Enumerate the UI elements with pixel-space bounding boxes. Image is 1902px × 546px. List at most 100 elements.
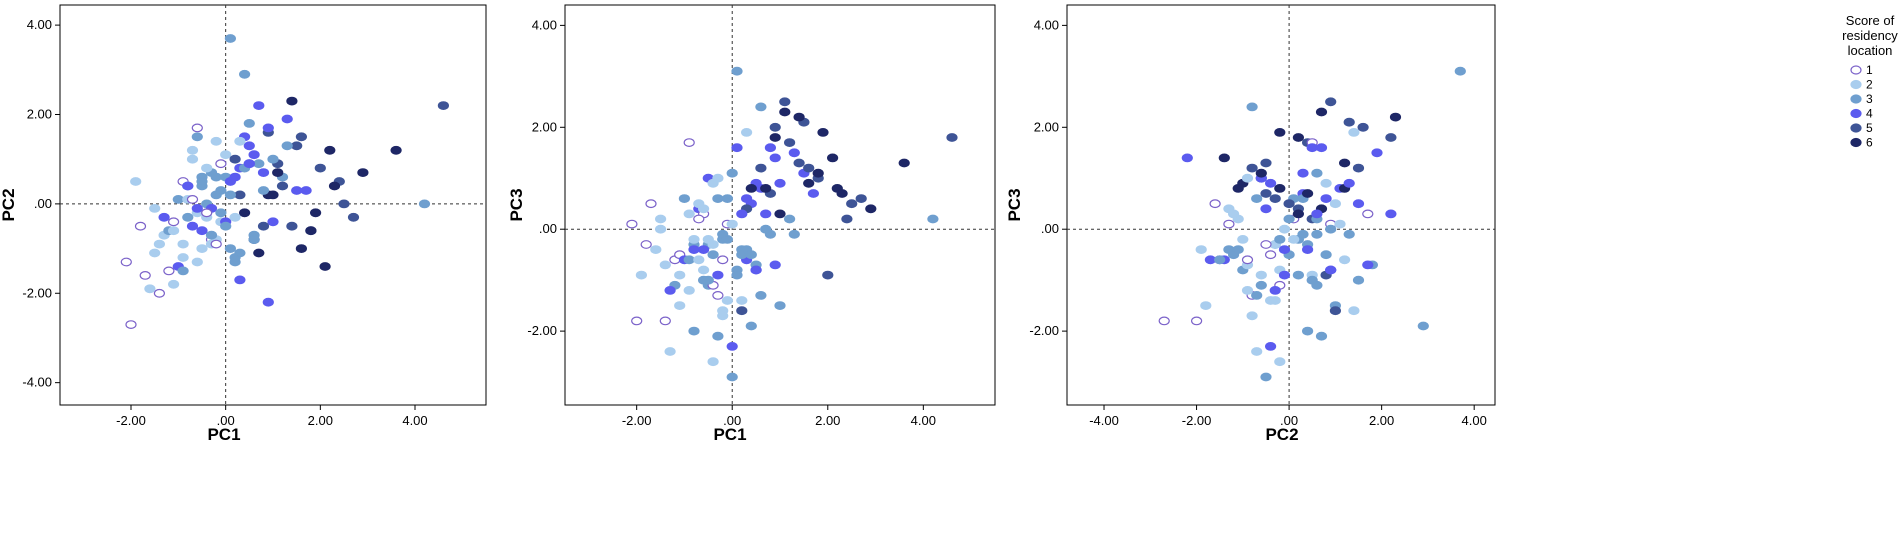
scatter-point bbox=[774, 301, 786, 311]
scatter-point bbox=[305, 226, 317, 236]
scatter-point bbox=[1260, 372, 1272, 382]
scatter-point bbox=[201, 163, 213, 173]
scatter-point bbox=[650, 245, 662, 255]
y-tick-label: .00 bbox=[34, 196, 52, 211]
scatter-point bbox=[1269, 286, 1281, 295]
scatter-point bbox=[267, 217, 279, 227]
scatter-point bbox=[1320, 178, 1332, 188]
legend-marker-score-1 bbox=[1850, 65, 1862, 75]
chart-pc2-vs-pc3: -4.00 -2.00 .00 2.00 4.00 -2.00 .00 2.00 4.00 PC2… bbox=[1005, 4, 1496, 444]
scatter-point bbox=[760, 224, 772, 234]
scatter-point bbox=[836, 189, 848, 198]
scatter-point bbox=[707, 178, 719, 188]
scatter-points bbox=[626, 66, 958, 382]
scatter-point bbox=[654, 214, 667, 224]
scatter-point bbox=[1385, 133, 1397, 142]
x-tick-label: -2.00 bbox=[1182, 413, 1212, 428]
x-tick-label: 4.00 bbox=[402, 413, 427, 428]
scatter-point bbox=[210, 172, 222, 182]
scatter-point bbox=[324, 145, 336, 155]
scatter-point bbox=[1274, 127, 1286, 137]
scatter-point bbox=[347, 212, 360, 222]
y-tick-label: 2.00 bbox=[532, 119, 557, 134]
scatter-point bbox=[726, 168, 738, 178]
scatter-point bbox=[664, 347, 676, 356]
y-tick-label: -2.00 bbox=[1029, 323, 1059, 338]
scatter-point bbox=[1320, 250, 1332, 260]
scatter-point bbox=[740, 194, 753, 204]
x-tick-label: 2.00 bbox=[815, 413, 840, 428]
scatter-point bbox=[793, 112, 805, 122]
scatter-point bbox=[144, 284, 156, 294]
scatter-point bbox=[1343, 178, 1355, 188]
scatter-point bbox=[215, 186, 227, 195]
scatter-point bbox=[726, 342, 738, 351]
legend-label-score-6: 6 bbox=[1866, 136, 1873, 150]
legend-marker-score-5 bbox=[1850, 123, 1862, 133]
scatter-point bbox=[134, 221, 147, 231]
legend-label-score-4: 4 bbox=[1866, 107, 1873, 121]
legend-marker-score-2 bbox=[1850, 79, 1862, 90]
scatter-point bbox=[855, 194, 867, 204]
scatter-point bbox=[1269, 194, 1281, 204]
scatter-point bbox=[812, 168, 824, 178]
scatter-point bbox=[1190, 316, 1203, 326]
scatter-point bbox=[177, 266, 189, 276]
scatter-point bbox=[229, 172, 241, 182]
scatter-point bbox=[769, 133, 781, 142]
x-tick-label: -2.00 bbox=[116, 413, 146, 428]
legend-label-score-5: 5 bbox=[1866, 121, 1873, 135]
legend-marker-score-6 bbox=[1850, 137, 1862, 148]
scatter-point bbox=[153, 239, 165, 249]
scatter-point bbox=[243, 141, 255, 151]
scatter-point bbox=[191, 123, 203, 133]
scatter-point bbox=[717, 311, 729, 321]
scatter-point bbox=[865, 204, 877, 214]
scatter-point bbox=[731, 270, 743, 280]
scatter-point bbox=[196, 177, 208, 186]
scatter-point bbox=[1348, 306, 1360, 316]
scatter-point bbox=[1315, 331, 1328, 341]
scatter-point bbox=[1329, 306, 1342, 316]
scatter-point bbox=[1389, 112, 1402, 122]
scatter-point bbox=[788, 148, 800, 158]
scatter-point bbox=[674, 270, 686, 280]
scatter-point bbox=[697, 245, 710, 255]
y-tick-label: .00 bbox=[1041, 221, 1059, 236]
scatter-point bbox=[1311, 168, 1323, 178]
scatter-point bbox=[1214, 255, 1226, 265]
legend-marker-score-4 bbox=[1850, 108, 1862, 119]
scatter-point bbox=[1241, 173, 1254, 183]
scatter-point bbox=[807, 189, 820, 198]
scatter-point bbox=[817, 127, 829, 137]
scatter-point bbox=[182, 212, 194, 222]
x-tick-label: 4.00 bbox=[911, 413, 936, 428]
scatter-point bbox=[182, 181, 194, 191]
plot-frame bbox=[564, 4, 996, 406]
scatter-point bbox=[1454, 66, 1466, 76]
scatter-point bbox=[357, 168, 369, 178]
scatter-point bbox=[1255, 168, 1267, 178]
scatter-point bbox=[191, 132, 203, 142]
scatter-point bbox=[659, 260, 671, 270]
scatter-point bbox=[1278, 224, 1291, 234]
scatter-point bbox=[1311, 209, 1323, 219]
scatter-point bbox=[257, 186, 270, 195]
scatter-point bbox=[1352, 163, 1365, 173]
x-tick-label: 2.00 bbox=[308, 413, 333, 428]
scatter-point bbox=[286, 221, 298, 231]
scatter-point bbox=[248, 235, 260, 245]
scatter-point bbox=[755, 163, 767, 173]
scatter-point bbox=[1227, 209, 1240, 219]
scatter-point bbox=[688, 234, 700, 244]
scatter-point bbox=[1260, 240, 1272, 249]
scatter-point bbox=[1283, 214, 1295, 224]
scatter-point bbox=[779, 107, 791, 117]
scatter-point bbox=[243, 159, 255, 169]
scatter-point bbox=[196, 244, 208, 254]
scatter-point bbox=[1232, 245, 1244, 255]
scatter-point bbox=[163, 266, 175, 276]
scatter-point bbox=[229, 154, 241, 164]
scatter-point bbox=[224, 34, 236, 43]
scatter-point bbox=[726, 219, 738, 229]
